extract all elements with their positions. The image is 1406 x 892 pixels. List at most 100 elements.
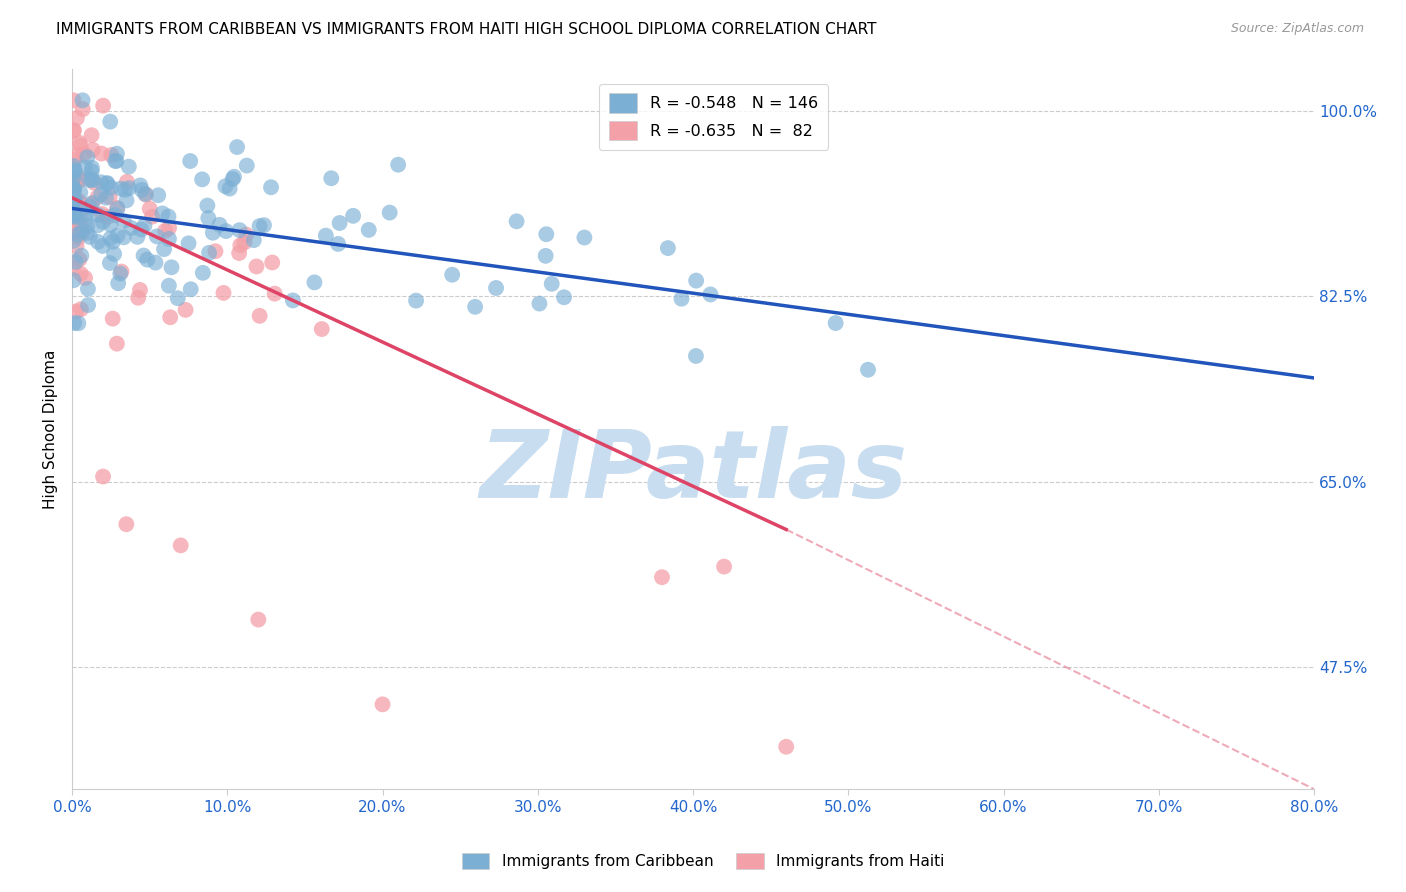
Point (72, 93, 94, 107)
Point (226, 140, 249, 154)
Point (62, 159, 84, 173)
Point (157, 232, 180, 246)
Point (170, 538, 193, 552)
Point (80, 161, 103, 175)
Point (153, 242, 176, 256)
Point (107, 228, 129, 243)
Point (62, 200, 84, 214)
Point (112, 214, 135, 228)
Point (65, 148, 87, 162)
Point (63, 206, 86, 220)
Point (342, 209, 364, 223)
Point (553, 290, 575, 304)
Point (534, 249, 557, 263)
Point (62, 93, 84, 107)
Point (91, 207, 114, 221)
Point (112, 230, 135, 244)
Point (67, 252, 90, 267)
Point (148, 188, 170, 202)
Point (80, 173, 103, 187)
Point (131, 183, 153, 197)
Legend: R = -0.548   N = 146, R = -0.635   N =  82: R = -0.548 N = 146, R = -0.635 N = 82 (599, 84, 828, 150)
Point (63, 176, 86, 190)
Point (104, 154, 127, 169)
Point (114, 183, 136, 197)
Point (63, 164, 86, 178)
Point (69, 138, 91, 153)
Point (73, 271, 96, 285)
Point (105, 336, 128, 351)
Point (378, 205, 401, 219)
Point (63, 123, 86, 137)
Point (685, 274, 707, 288)
Point (129, 222, 152, 236)
Point (685, 349, 707, 363)
Point (218, 181, 240, 195)
Point (371, 698, 394, 712)
Point (105, 201, 128, 215)
Point (235, 227, 257, 242)
Point (157, 278, 180, 293)
Point (100, 180, 122, 194)
Point (90, 146, 112, 161)
Point (76, 150, 98, 164)
Point (62, 211, 84, 225)
Point (67, 194, 90, 208)
Point (115, 517, 138, 532)
Point (63, 226, 86, 240)
Point (62, 210, 84, 224)
Point (96, 176, 118, 190)
Point (127, 291, 149, 305)
Point (63, 316, 86, 330)
Point (129, 283, 152, 297)
Point (222, 169, 245, 184)
Point (249, 219, 271, 233)
Point (100, 231, 122, 245)
Point (83, 176, 105, 190)
Point (65, 255, 87, 269)
Point (105, 146, 128, 161)
Point (62, 234, 84, 248)
Point (146, 229, 169, 244)
Point (66, 111, 89, 125)
Point (129, 178, 152, 193)
Point (107, 276, 129, 290)
Point (215, 224, 238, 238)
Point (195, 198, 218, 212)
Point (65, 239, 87, 253)
Point (153, 224, 176, 238)
Point (180, 282, 202, 296)
Point (87, 208, 110, 222)
Point (464, 300, 486, 314)
Point (72, 102, 94, 116)
Point (94, 191, 117, 205)
Point (166, 291, 188, 305)
Point (262, 255, 284, 269)
Text: Source: ZipAtlas.com: Source: ZipAtlas.com (1230, 22, 1364, 36)
Point (62, 209, 84, 223)
Point (69, 207, 91, 221)
Point (70, 248, 93, 262)
Point (110, 181, 132, 195)
Point (115, 175, 138, 189)
Point (87, 235, 110, 249)
Point (70, 219, 93, 233)
Point (101, 235, 124, 249)
Point (91, 98, 114, 112)
Point (63, 163, 86, 178)
Point (651, 570, 673, 584)
Point (62, 205, 84, 219)
Point (69, 186, 91, 200)
Point (315, 228, 337, 243)
Point (134, 187, 156, 202)
Point (62, 261, 84, 276)
Point (699, 287, 721, 301)
Point (152, 206, 174, 220)
Point (249, 309, 271, 323)
Point (80, 164, 103, 178)
Point (247, 613, 270, 627)
Point (321, 171, 343, 186)
Point (441, 268, 464, 282)
Point (405, 293, 427, 308)
Point (214, 179, 236, 194)
